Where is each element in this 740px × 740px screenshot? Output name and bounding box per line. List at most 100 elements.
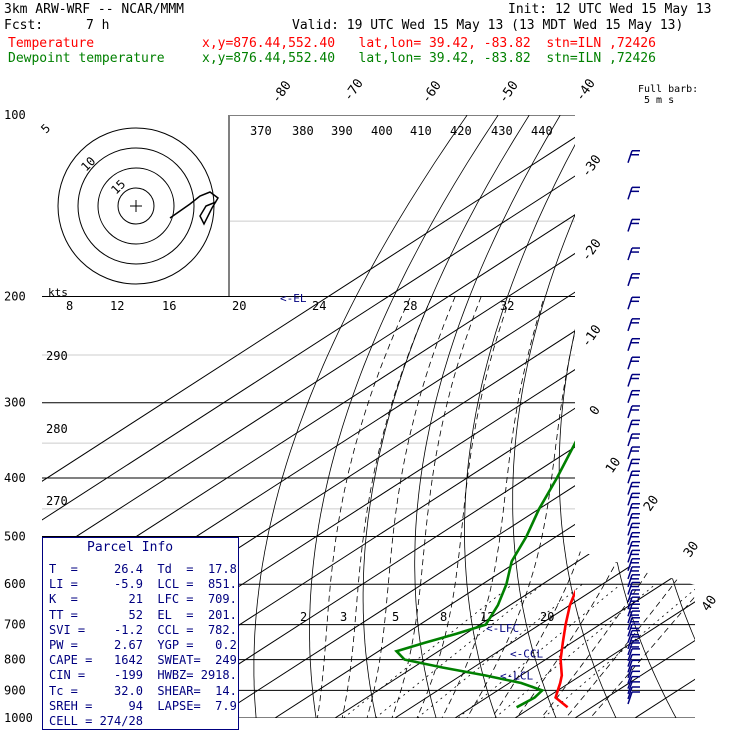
wind-barb-staff [627,589,633,603]
isotherm-line [274,115,695,718]
forecast-label: Fcst: [4,18,44,33]
isobar-label: 400 [4,471,26,485]
isotherm-label: 30 [681,539,702,560]
wind-barb-staff [627,247,633,261]
isotherm-line [334,115,695,718]
wind-barb-staff [627,297,633,310]
isotherm-line [514,115,695,718]
parcel-level-label: <-EL [280,292,307,305]
wind-barb-staff [627,503,633,517]
theta-label: 370 [250,124,272,138]
mixing-ratio-label: 12 [480,610,494,624]
theta-label: 400 [371,124,393,138]
isotherm-label: -40 [573,76,599,104]
wind-barb-staff [627,532,633,545]
dry-adiabat-line [647,115,695,718]
wind-barb-staff [627,150,633,163]
dewpoint-legend-name: Dewpoint temperature [8,51,165,66]
isotherm-label: -50 [496,78,522,106]
theta-label: 420 [450,124,472,138]
wind-barb-staff [627,493,633,506]
wind-barb-staff [627,654,633,667]
parcel-info-row: CELL = 274/28 [49,714,143,728]
mixing-ratio-label: 8 [440,610,447,624]
wind-barb-staff [627,671,633,684]
dry-adiabat-line [558,115,654,718]
dry-adiabat-line [512,115,623,718]
theta-label: 440 [531,124,553,138]
wind-barb-staff [627,610,633,624]
wind-barb-staff [627,187,633,200]
hodograph-ring [97,167,175,245]
mixing-ratio-line [494,583,656,718]
wind-barb-staff [627,665,633,679]
isobar-label: 1000 [4,711,33,725]
isotherm-label: -80 [269,78,295,106]
parcel-info-row: SREH = 94 LAPSE= 7.9 [49,698,237,713]
parcel-info-row: SVI = -1.2 CCL = 782. [49,622,237,637]
sounding-series [394,440,575,709]
hodograph-speed-tick: 20 [232,299,246,313]
barb-legend-value: 5 m s [644,95,675,106]
wind-barb-staff [627,541,633,554]
wind-barb-staff [627,523,633,536]
isobar-label: 500 [4,529,26,543]
isotherm-label: 10 [603,455,624,476]
wind-barbs [627,149,640,705]
wind-barb-staff [627,374,633,387]
parcel-info-row: T = 26.4 Td = 17.8 [49,562,237,576]
parcel-info-row: CIN = -199 HWBZ= 2918. [49,668,237,683]
isotherm-label: 20 [641,493,662,514]
wind-barb-staff [627,420,633,433]
wind-barb-staff [627,660,633,673]
isobar-label: 800 [4,653,26,667]
parcel-level-label: <-CCL [510,648,543,661]
parcel-levels: <-EL <-LFC <-CCL <-LCL [280,292,543,683]
dry-adiabat-line [689,115,695,718]
theta-label: 380 [292,124,314,138]
isotherm-line [42,115,670,718]
isotherm-label: -20 [579,236,605,264]
dry-adiabat-label: 290 [46,349,68,363]
wind-barb-staff [627,356,633,370]
theta-label: 390 [331,124,353,138]
wind-barb-staff [627,566,633,580]
hodograph-speed-tick: 8 [66,299,73,313]
wind-barb-staff [627,596,633,610]
parcel-info-row: Tc = 32.0 SHEAR= 14. [49,683,237,698]
isotherm-line [154,115,695,718]
moist-adiabat-line [314,296,412,718]
moist-adiabat-line [338,296,433,718]
wind-barb-staff [627,482,633,495]
wind-barb-staff [627,390,633,403]
theta-label: 430 [491,124,513,138]
mixing-ratio-line [417,583,583,718]
valid-time: Valid: 19 UTC Wed 15 May 13 (13 MDT Wed … [292,18,684,33]
dry-adiabat-line [732,115,740,731]
mixing-ratio-label: 2 [300,610,307,624]
wind-barb-staff [627,603,633,617]
wind-barb-staff [627,405,633,419]
hodograph-trace [169,191,219,226]
dry-adiabat-line [464,115,592,718]
hodograph-speed-tick: 28 [403,299,417,313]
model-title: 3km ARW-WRF -- NCAR/MMM [4,2,185,17]
dry-adiabat-label: 280 [46,422,68,436]
init-time: Init: 12 UTC Wed 15 May 13 [508,2,712,17]
isotherm-label: -30 [579,152,605,180]
moist-adiabat-line [506,296,688,718]
isotherm-label: -60 [419,78,445,106]
moist-adiabat-line [410,296,511,718]
dry-adiabat-label: 270 [46,494,68,508]
wind-barb-staff [627,617,633,631]
isobar-label: 100 [4,108,26,122]
hodograph-ring [77,147,195,265]
wind-barb-staff [627,624,633,637]
parcel-info-row: K = 21 LFC = 709. [49,592,237,607]
mixing-ratio-label: 5 [392,610,399,624]
wind-barb-staff [627,470,633,484]
dry-adiabat-line [253,115,468,718]
wind-barb-staff [627,636,633,650]
isotherm-line [94,115,695,718]
